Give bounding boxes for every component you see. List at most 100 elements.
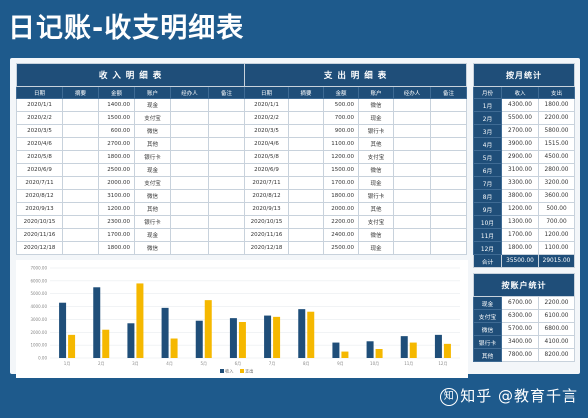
- column-header: 摘要: [288, 86, 324, 99]
- table-row: 2020/6/9 2500.00 现金: [16, 163, 246, 177]
- y-tick-label: 6000.00: [30, 278, 47, 283]
- table-cell: [62, 124, 99, 138]
- y-tick-label: 4000.00: [30, 304, 47, 309]
- income-bar: [195, 320, 203, 358]
- expense-bar: [273, 316, 281, 358]
- expense-cell: 1100.00: [538, 241, 575, 255]
- table-cell: [207, 163, 246, 177]
- expense-bar: [68, 334, 76, 358]
- table-row: 2020/5/8 1200.00 支付宝: [244, 150, 468, 164]
- table-row: 2020/9/13 2000.00 其他: [244, 202, 468, 216]
- table-cell: [170, 189, 209, 203]
- income-cell: 3100.00: [501, 163, 539, 177]
- table-row: 2020/7/11 1700.00 现金: [244, 176, 468, 190]
- table-cell: [170, 215, 209, 229]
- column-header: 摘要: [62, 86, 99, 99]
- expense-cell: 1200.00: [538, 228, 575, 242]
- zhihu-icon: 知: [440, 388, 459, 406]
- table-cell: 3100.00: [98, 189, 135, 203]
- table-cell: 现金: [134, 98, 171, 112]
- income-cell: 3400.00: [501, 335, 539, 349]
- total-row: 合计 35500.00 29015.00: [473, 254, 575, 268]
- total-income: 35500.00: [501, 254, 539, 268]
- table-cell: 2020/3/5: [244, 124, 289, 138]
- month-label: 10月: [473, 215, 502, 229]
- table-cell: [170, 202, 209, 216]
- monthly-stats-table: 按月统计 月份 收入 支出 1月 4300.00 1800.00 2月 5500.00 220…: [473, 63, 575, 268]
- y-tick-label: 7000.00: [30, 266, 47, 271]
- table-cell: [170, 176, 209, 190]
- x-tick-label: 2月: [98, 361, 105, 366]
- table-cell: [429, 241, 468, 255]
- table-cell: [429, 163, 468, 177]
- table-cell: [429, 150, 468, 164]
- table-row: 2020/6/9 1500.00 微信: [244, 163, 468, 177]
- table-cell: 500.00: [323, 98, 359, 112]
- monthly-header-row: 月份 收入 支出: [473, 86, 575, 99]
- table-cell: [288, 137, 324, 151]
- table-cell: 2000.00: [98, 176, 135, 190]
- table-row: 2020/8/12 3100.00 微信: [16, 189, 246, 203]
- table-cell: [393, 98, 431, 112]
- table-row: 2020/9/13 1200.00 其他: [16, 202, 246, 216]
- x-tick-label: 9月: [337, 361, 344, 366]
- table-cell: [170, 137, 209, 151]
- table-cell: [62, 202, 99, 216]
- x-tick-label: 12月: [438, 361, 447, 366]
- legend-label: 支出: [245, 368, 253, 375]
- table-cell: [429, 176, 468, 190]
- table-cell: [62, 137, 99, 151]
- table-cell: [288, 189, 324, 203]
- month-label: 4月: [473, 137, 502, 151]
- month-label: 9月: [473, 202, 502, 216]
- account-label: 银行卡: [473, 335, 502, 349]
- table-cell: [170, 124, 209, 138]
- table-cell: 1200.00: [98, 202, 135, 216]
- y-tick-label: 3000.00: [30, 317, 47, 322]
- table-row: 11月 1700.00 1200.00: [473, 228, 575, 242]
- table-cell: [393, 202, 431, 216]
- table-row: 8月 3800.00 3600.00: [473, 189, 575, 203]
- table-row: 银行卡 3400.00 4100.00: [473, 335, 575, 349]
- table-row: 2020/8/12 1800.00 银行卡: [244, 189, 468, 203]
- table-cell: 2020/2/2: [244, 111, 289, 125]
- table-cell: 2020/11/16: [244, 228, 289, 242]
- total-expense: 29015.00: [538, 254, 575, 268]
- table-cell: 微信: [358, 163, 394, 177]
- income-cell: 6300.00: [501, 309, 539, 323]
- table-cell: [429, 137, 468, 151]
- table-cell: 银行卡: [134, 215, 171, 229]
- table-cell: 支付宝: [358, 215, 394, 229]
- table-cell: 2020/9/13: [244, 202, 289, 216]
- y-tick-label: 5000.00: [30, 291, 47, 296]
- table-cell: [207, 176, 246, 190]
- expense-cell: 4100.00: [538, 335, 575, 349]
- month-label: 11月: [473, 228, 502, 242]
- table-cell: [393, 111, 431, 125]
- table-cell: 1400.00: [98, 98, 135, 112]
- account-stats-table: 按账户统计 现金 6700.00 2200.00 支付宝 6300.00 6100.00 微…: [473, 273, 575, 362]
- table-cell: 2500.00: [98, 163, 135, 177]
- income-cell: 5700.00: [501, 322, 539, 336]
- expense-cell: 3600.00: [538, 189, 575, 203]
- income-bar: [298, 309, 306, 358]
- table-cell: 银行卡: [358, 189, 394, 203]
- table-cell: [207, 241, 246, 255]
- table-cell: 2020/6/9: [16, 163, 63, 177]
- column-header: 账户: [358, 86, 394, 99]
- table-cell: 其他: [358, 137, 394, 151]
- income-cell: 4300.00: [501, 98, 539, 112]
- income-cell: 7800.00: [501, 348, 539, 362]
- table-row: 9月 1200.00 500.00: [473, 202, 575, 216]
- table-cell: [207, 124, 246, 138]
- table-cell: [207, 111, 246, 125]
- table-cell: 现金: [134, 228, 171, 242]
- month-label: 12月: [473, 241, 502, 255]
- table-cell: 2020/6/9: [244, 163, 289, 177]
- watermark-text: 知乎 @教育千言: [460, 387, 578, 405]
- table-cell: 900.00: [323, 124, 359, 138]
- legend-label: 收入: [225, 368, 234, 375]
- expense-bar: [102, 329, 110, 358]
- table-cell: 微信: [134, 124, 171, 138]
- table-cell: [429, 202, 468, 216]
